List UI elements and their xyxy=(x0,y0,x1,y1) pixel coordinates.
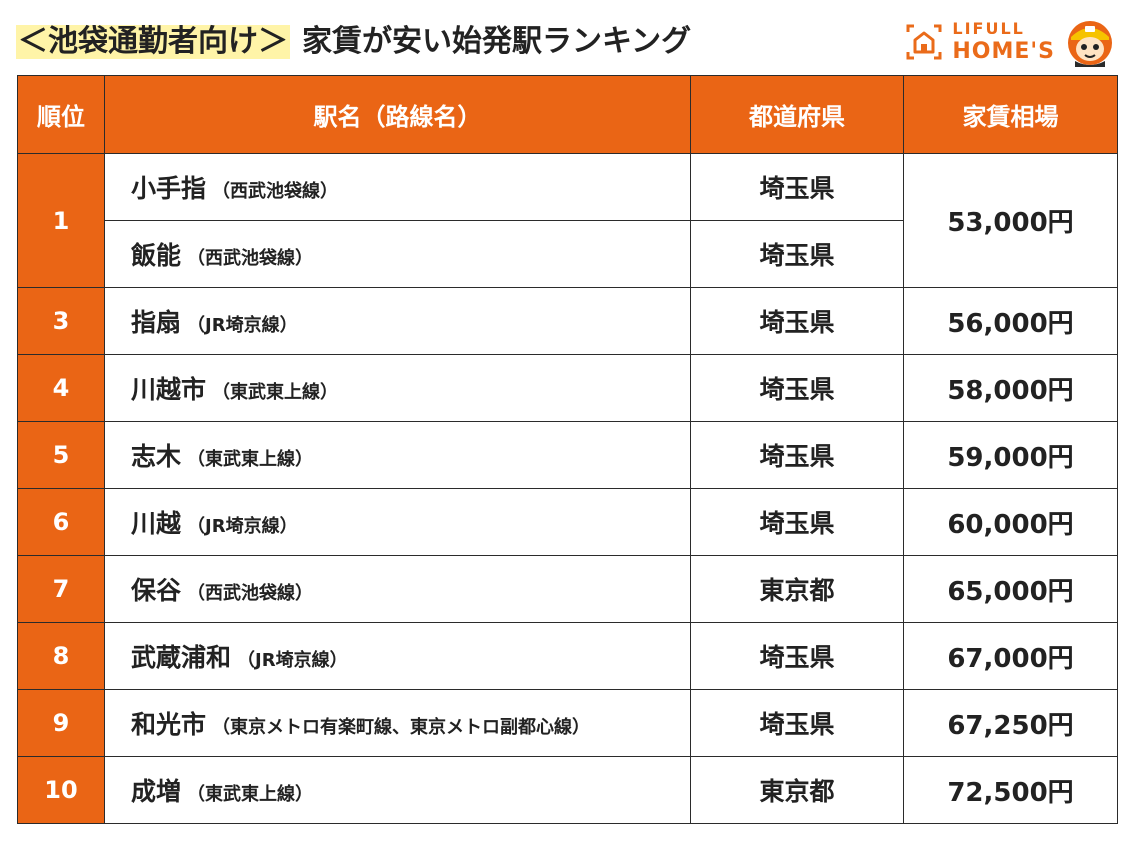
rent-cell: 56,000円 xyxy=(903,287,1118,355)
title-highlight: ＜池袋通勤者向け＞ xyxy=(16,24,290,59)
pref-cell: 埼玉県 xyxy=(690,622,904,690)
rank-cell: 5 xyxy=(17,421,105,489)
line-name: （西武池袋線） xyxy=(187,248,314,269)
line-name: （JR埼京線） xyxy=(187,315,298,336)
rent-cell: 65,000円 xyxy=(903,555,1118,623)
pref-cell: 東京都 xyxy=(690,756,904,824)
pref-cell: 東京都 xyxy=(690,555,904,623)
table-row: 9 和光市 （東京メトロ有楽町線、東京メトロ副都心線） 埼玉県 67,250円 xyxy=(17,689,1118,757)
line-name: （西武池袋線） xyxy=(212,181,339,202)
line-name: （西武池袋線） xyxy=(187,583,314,604)
header-rank: 順位 xyxy=(17,75,105,154)
pref-cell: 埼玉県 xyxy=(690,488,904,556)
house-icon xyxy=(906,24,942,60)
title-main: 家賃が安い始発駅ランキング xyxy=(302,24,692,59)
lifull-homes-logo: LIFULL HOME'S xyxy=(904,16,1115,68)
station-cell: 成増 （東武東上線） xyxy=(104,756,691,824)
rank-cell: 9 xyxy=(17,689,105,757)
rank-cell: 3 xyxy=(17,287,105,355)
table-row: 6 川越 （JR埼京線） 埼玉県 60,000円 xyxy=(17,488,1118,556)
logo-line2: HOME'S xyxy=(952,39,1055,64)
station-name: 保谷 xyxy=(131,576,182,605)
pref-cell: 埼玉県 xyxy=(690,153,904,221)
page-title: ＜池袋通勤者向け＞ 家賃が安い始発駅ランキング xyxy=(16,22,691,62)
pref-cell: 埼玉県 xyxy=(690,421,904,489)
station-cell: 保谷 （西武池袋線） xyxy=(104,555,691,623)
table-row: 1 小手指 （西武池袋線） 埼玉県 53,000円 xyxy=(17,153,1118,288)
table-row: 4 川越市 （東武東上線） 埼玉県 58,000円 xyxy=(17,354,1118,422)
rank-cell: 10 xyxy=(17,756,105,824)
station-name: 指扇 xyxy=(131,308,182,337)
table-header-row: 順位 駅名（路線名） 都道府県 家賃相場 xyxy=(17,75,1118,154)
pref-cell: 埼玉県 xyxy=(690,287,904,355)
rank-cell: 8 xyxy=(17,622,105,690)
pref-cell: 埼玉県 xyxy=(690,354,904,422)
station-cell: 武蔵浦和 （JR埼京線） xyxy=(104,622,691,690)
station-name: 川越市 xyxy=(131,375,207,404)
table-row: 8 武蔵浦和 （JR埼京線） 埼玉県 67,000円 xyxy=(17,622,1118,690)
rent-cell: 53,000円 xyxy=(903,153,1118,288)
line-name: （JR埼京線） xyxy=(237,650,348,671)
pref-cell: 埼玉県 xyxy=(690,689,904,757)
station-cell: 志木 （東武東上線） xyxy=(104,421,691,489)
station-name: 武蔵浦和 xyxy=(131,643,232,672)
station-cell: 川越市 （東武東上線） xyxy=(104,354,691,422)
rent-cell: 58,000円 xyxy=(903,354,1118,422)
table-row: 10 成増 （東武東上線） 東京都 72,500円 xyxy=(17,756,1118,824)
table-row: 3 指扇 （JR埼京線） 埼玉県 56,000円 xyxy=(17,287,1118,355)
station-name: 志木 xyxy=(131,442,182,471)
header-name: 駅名（路線名） xyxy=(104,75,691,154)
rank-cell: 6 xyxy=(17,488,105,556)
mascot-icon xyxy=(1068,21,1112,67)
line-name: （JR埼京線） xyxy=(187,516,298,537)
ranking-table: 順位 駅名（路線名） 都道府県 家賃相場 1 小手指 （西武池袋線） 埼玉県 53… xyxy=(17,75,1118,824)
table-row: 5 志木 （東武東上線） 埼玉県 59,000円 xyxy=(17,421,1118,489)
line-name: （東武東上線） xyxy=(187,449,314,470)
rent-cell: 67,250円 xyxy=(903,689,1118,757)
rank-cell: 1 xyxy=(17,153,105,288)
line-name: （東武東上線） xyxy=(187,784,314,805)
station-cell: 和光市 （東京メトロ有楽町線、東京メトロ副都心線） xyxy=(104,689,691,757)
station-name: 飯能 xyxy=(131,241,182,270)
station-cell: 指扇 （JR埼京線） xyxy=(104,287,691,355)
rent-cell: 67,000円 xyxy=(903,622,1118,690)
logo-text: LIFULL HOME'S xyxy=(952,21,1055,63)
pref-cell: 埼玉県 xyxy=(690,220,904,288)
logo-line1: LIFULL xyxy=(952,19,1025,38)
station-cell: 川越 （JR埼京線） xyxy=(104,488,691,556)
rent-cell: 60,000円 xyxy=(903,488,1118,556)
header: ＜池袋通勤者向け＞ 家賃が安い始発駅ランキング LIFULL HOME'S xyxy=(0,0,1133,78)
station-cell: 小手指 （西武池袋線） xyxy=(104,153,691,221)
rank-cell: 7 xyxy=(17,555,105,623)
line-name: （東京メトロ有楽町線、東京メトロ副都心線） xyxy=(212,717,591,738)
table-row: 飯能 （西武池袋線） 埼玉県 xyxy=(18,220,1118,288)
line-name: （東武東上線） xyxy=(212,382,339,403)
station-name: 和光市 xyxy=(131,710,207,739)
station-name: 成増 xyxy=(131,777,182,806)
rent-cell: 72,500円 xyxy=(903,756,1118,824)
header-pref: 都道府県 xyxy=(690,75,904,154)
station-name: 川越 xyxy=(131,509,182,538)
station-name: 小手指 xyxy=(131,174,207,203)
header-rent: 家賃相場 xyxy=(903,75,1118,154)
rent-cell: 59,000円 xyxy=(903,421,1118,489)
station-cell: 飯能 （西武池袋線） xyxy=(104,220,691,288)
table-row: 7 保谷 （西武池袋線） 東京都 65,000円 xyxy=(17,555,1118,623)
rank-cell: 4 xyxy=(17,354,105,422)
